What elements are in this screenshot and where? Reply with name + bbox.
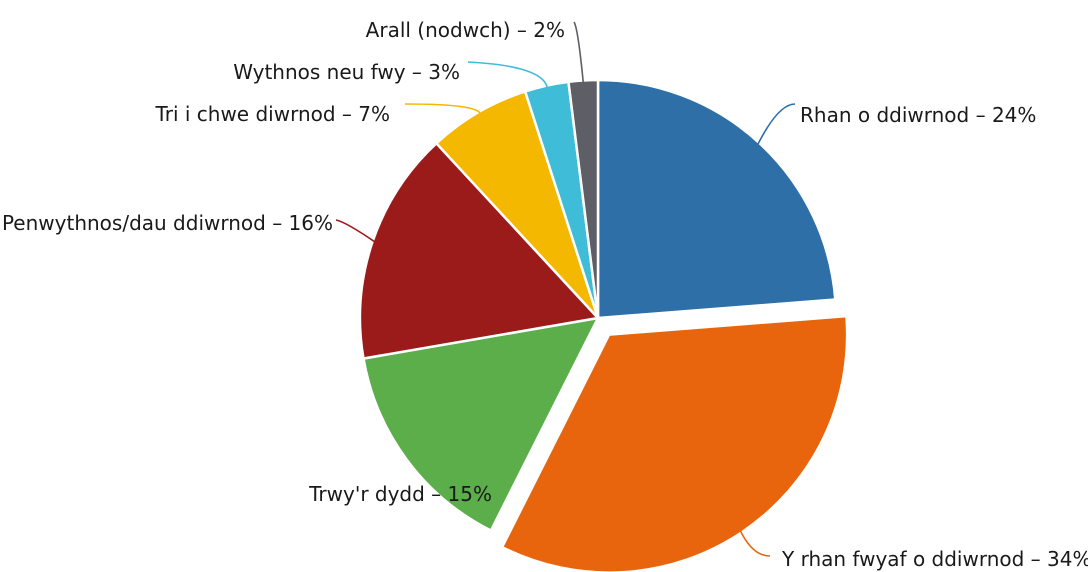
pie-slices — [358, 78, 849, 572]
label-trwyr-dydd: Trwy'r dydd – 15% — [308, 482, 492, 506]
label-penwythnos: Penwythnos/dau ddiwrnod – 16% — [2, 211, 333, 235]
leader-line-2 — [409, 456, 444, 465]
label-y-rhan-fwyaf: Y rhan fwyaf o ddiwrnod – 34% — [781, 547, 1088, 571]
leader-lines — [335, 21, 796, 557]
leader-line-4 — [404, 103, 481, 117]
label-rhan-o-ddiwrnod: Rhan o ddiwrnod – 24% — [800, 103, 1036, 127]
pie-slice-2 — [362, 316, 601, 533]
leader-line-0 — [756, 103, 796, 147]
leader-line-3 — [335, 219, 377, 244]
label-wythnos-neu-fwy: Wythnos neu fwy – 3% — [233, 60, 460, 84]
leader-line-6 — [573, 21, 585, 85]
leader-line-5 — [467, 61, 549, 90]
label-arall: Arall (nodwch) – 2% — [366, 18, 565, 42]
label-tri-i-chwe: Tri i chwe diwrnod – 7% — [154, 102, 390, 126]
pie-slice-0 — [596, 78, 837, 320]
pie-slice-3 — [358, 141, 601, 360]
pie-slice-4 — [434, 89, 600, 319]
leader-line-1 — [738, 528, 771, 557]
